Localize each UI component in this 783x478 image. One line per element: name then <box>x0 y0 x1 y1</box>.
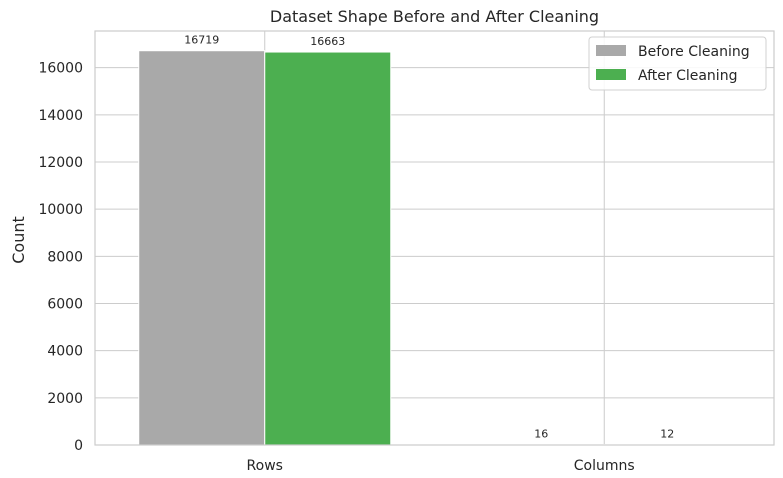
y-tick-label: 8000 <box>47 249 83 265</box>
tick-labels: 0 2000 4000 6000 8000 10000 12000 14000 16000 Row… <box>38 61 634 474</box>
bar-value-label: 16663 <box>310 35 345 48</box>
plot-frame <box>94 30 775 446</box>
y-tick-label: 14000 <box>38 108 83 124</box>
x-tick-label: Rows <box>247 458 283 474</box>
bar-value-label: 16719 <box>184 34 219 47</box>
bar-value-label: 12 <box>660 428 674 441</box>
y-tick-label: 4000 <box>47 344 83 360</box>
y-axis-label: Count <box>9 216 28 264</box>
bars <box>138 50 731 446</box>
y-tick-label: 2000 <box>47 391 83 407</box>
data-labels: 16719 16 16663 12 <box>184 34 674 441</box>
legend-swatch-after <box>596 69 626 80</box>
bar-after-cleaning-rows <box>264 51 392 446</box>
x-tick-label: Columns <box>574 458 635 474</box>
y-tick-label: 12000 <box>38 155 83 171</box>
y-tick-label: 16000 <box>38 61 83 77</box>
legend-box <box>588 36 767 91</box>
y-tick-label: 0 <box>74 438 83 454</box>
bar-value-label: 16 <box>534 428 548 441</box>
legend-label-before: Before Cleaning <box>638 44 750 60</box>
y-tick-label: 10000 <box>38 202 83 218</box>
legend: Before Cleaning After Cleaning <box>588 36 767 91</box>
y-tick-label: 6000 <box>47 297 83 313</box>
bar-before-cleaning-rows <box>138 50 266 446</box>
legend-label-after: After Cleaning <box>638 68 737 84</box>
chart-title: Dataset Shape Before and After Cleaning <box>270 7 599 26</box>
legend-swatch-before <box>596 45 626 56</box>
